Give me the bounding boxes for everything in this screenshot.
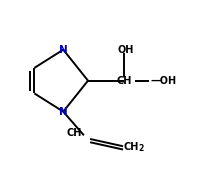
Text: N: N: [59, 107, 68, 117]
Text: 2: 2: [139, 144, 144, 154]
Text: N: N: [59, 45, 68, 55]
Text: CH: CH: [116, 76, 132, 86]
Text: —OH: —OH: [151, 76, 177, 86]
Text: OH: OH: [118, 45, 134, 55]
Text: CH: CH: [66, 129, 82, 139]
Text: CH: CH: [123, 142, 138, 152]
